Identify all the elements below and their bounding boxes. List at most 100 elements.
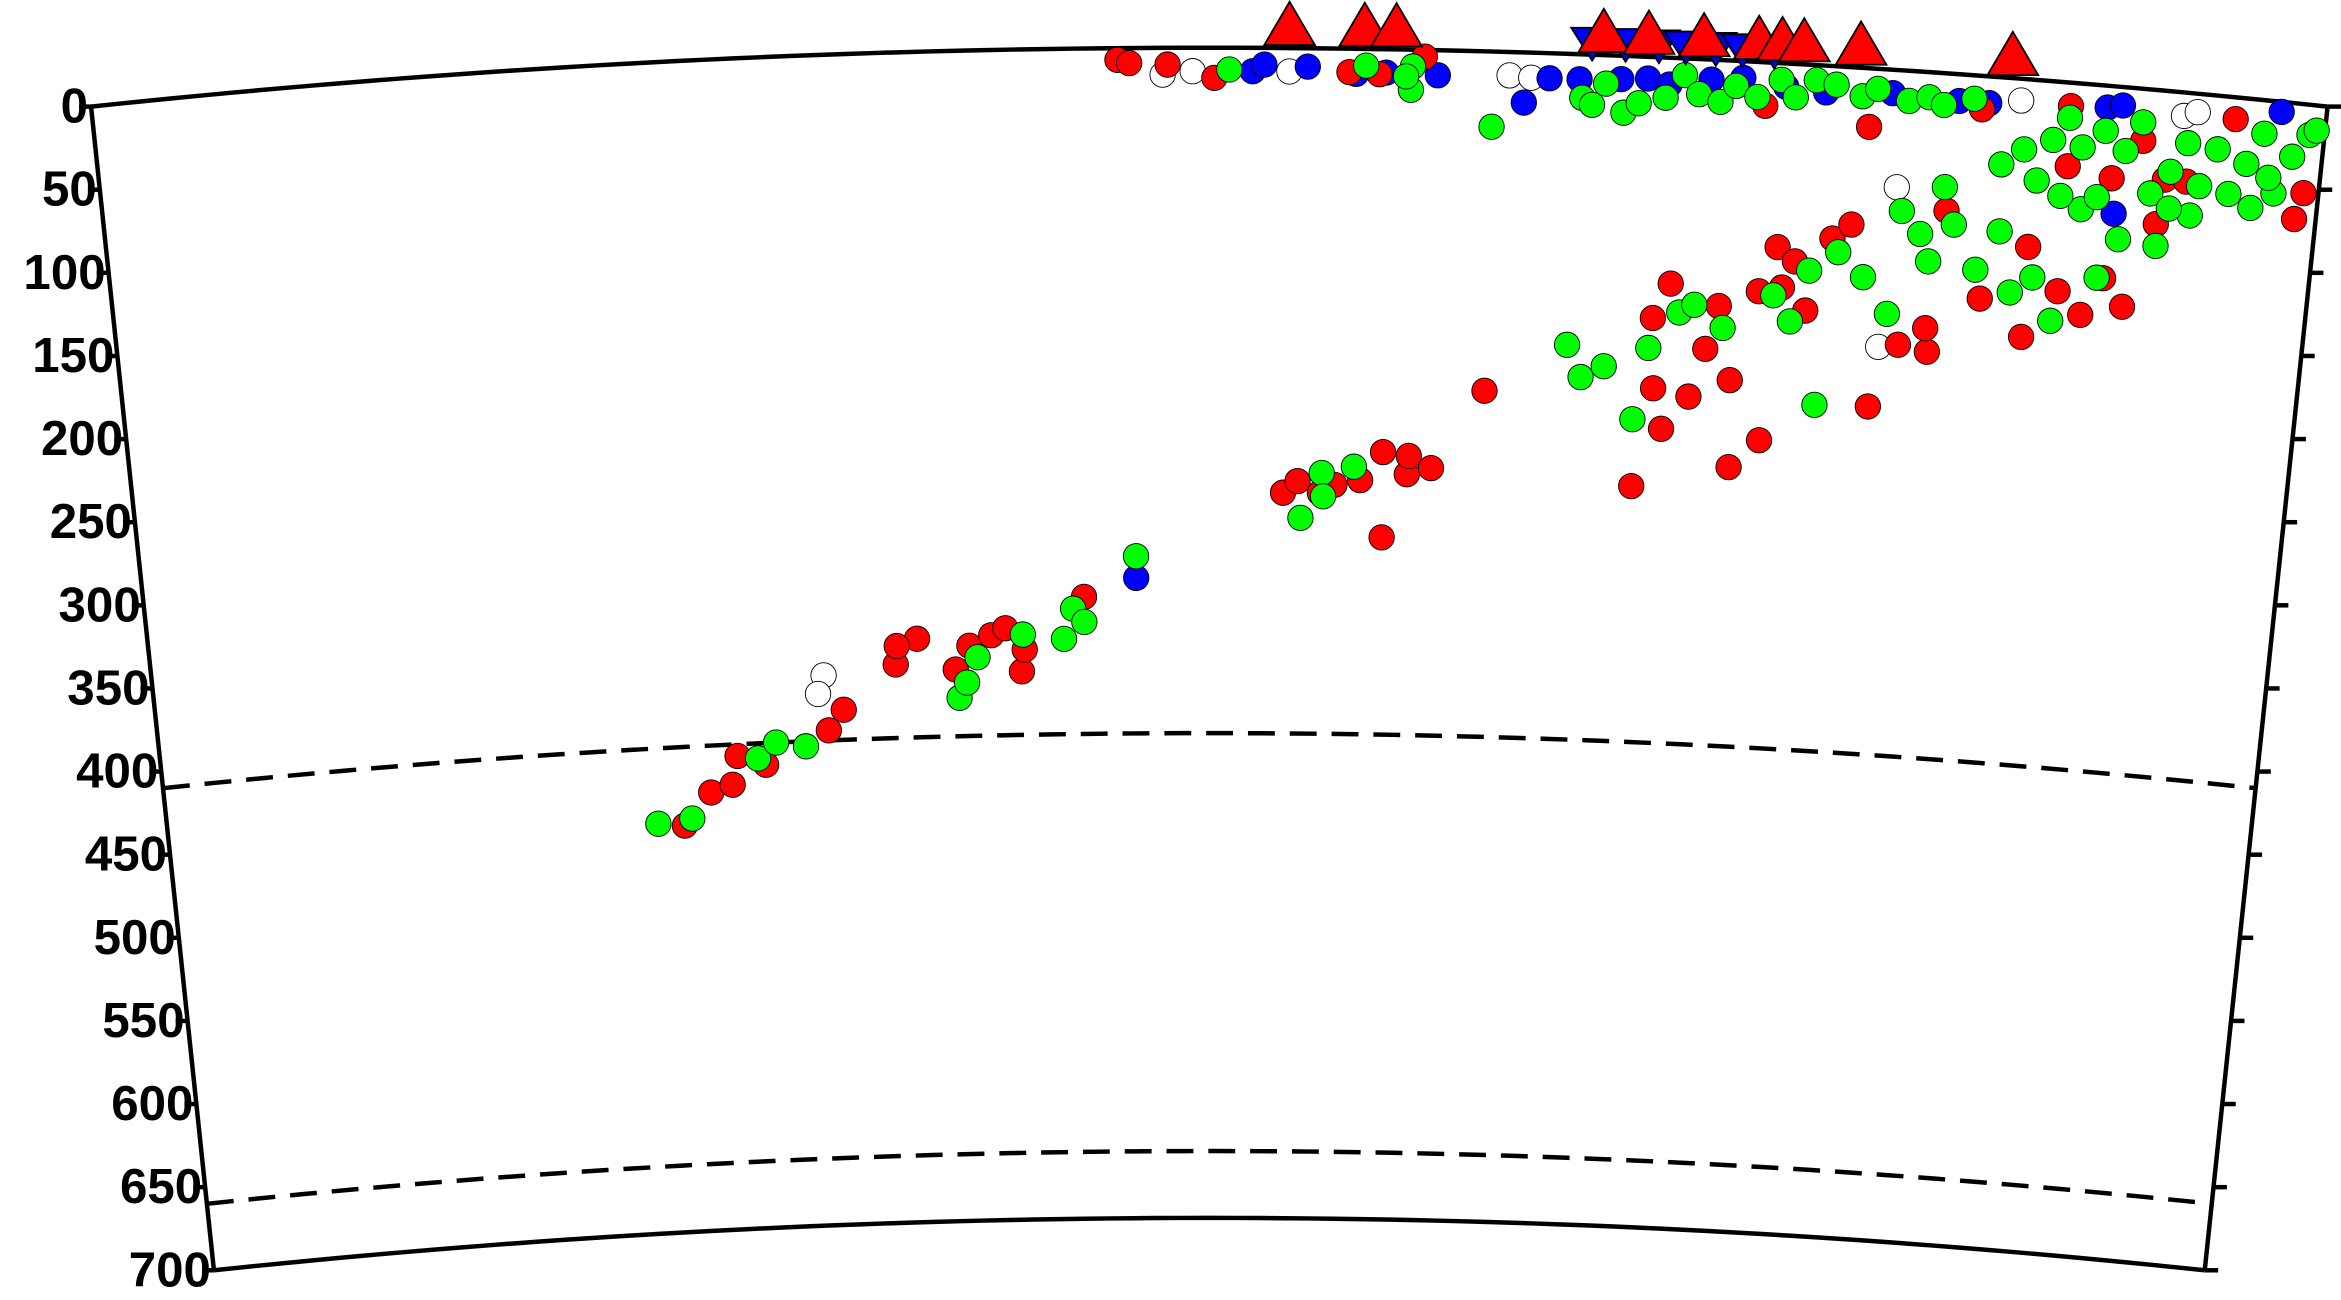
event <box>2092 117 2119 144</box>
event <box>1424 62 1451 89</box>
event <box>1913 338 1940 365</box>
y-tick-label: 700 <box>129 1242 211 1297</box>
y-tick-label: 50 <box>42 162 97 217</box>
event <box>2155 195 2182 222</box>
event <box>1996 279 2023 306</box>
volcano <box>1677 11 1732 58</box>
event <box>1639 375 1667 402</box>
event <box>2047 182 2074 209</box>
event <box>1284 467 1311 495</box>
event <box>1888 197 1915 225</box>
event <box>1369 438 1397 466</box>
event <box>2279 143 2306 170</box>
event <box>1353 52 1380 79</box>
event <box>1635 334 1662 362</box>
volcano <box>1262 0 1317 46</box>
event <box>2044 278 2071 305</box>
event <box>1478 113 1505 140</box>
event <box>1287 504 1314 532</box>
event <box>1988 151 2015 178</box>
event <box>804 680 832 708</box>
y-tick-label: 450 <box>85 827 167 882</box>
event <box>1368 524 1395 551</box>
event <box>2280 205 2308 233</box>
y-tick-label: 650 <box>120 1159 202 1214</box>
event <box>2237 194 2264 222</box>
event <box>1008 658 1036 685</box>
event <box>1884 331 1912 358</box>
event <box>1825 239 1852 266</box>
event <box>1855 113 1883 140</box>
event <box>2023 167 2050 194</box>
event <box>1294 53 1321 80</box>
volcano <box>1777 16 1832 63</box>
event <box>1915 248 1942 275</box>
volcano <box>1622 8 1676 55</box>
event <box>1931 173 1959 201</box>
event <box>2130 109 2157 136</box>
event <box>2056 104 2084 131</box>
event <box>1744 83 1771 111</box>
event <box>2100 200 2127 227</box>
event <box>1309 483 1337 510</box>
y-tick-label: 200 <box>41 411 123 466</box>
event <box>830 696 857 723</box>
event <box>1716 367 1743 394</box>
event <box>1395 442 1422 470</box>
event <box>2204 136 2231 163</box>
event <box>964 644 991 671</box>
event <box>1782 84 1809 111</box>
event <box>2233 150 2260 177</box>
event <box>1764 233 1791 261</box>
y-tick-label: 500 <box>94 910 176 965</box>
event <box>1592 70 1620 97</box>
event <box>1116 49 1143 77</box>
event <box>1652 84 1679 111</box>
event <box>2175 130 2202 157</box>
event <box>1392 63 1420 90</box>
event <box>1723 72 1750 100</box>
event <box>719 771 746 798</box>
event <box>2019 264 2046 291</box>
event <box>2290 180 2317 207</box>
event <box>1768 66 1795 94</box>
event <box>1657 270 1684 297</box>
event <box>1940 211 1967 238</box>
event <box>2108 293 2136 320</box>
event <box>2303 117 2330 144</box>
event <box>1760 282 1787 309</box>
event <box>1707 88 1734 116</box>
event <box>1050 625 1078 653</box>
event <box>1619 406 1646 433</box>
surface-arc <box>90 45 2328 109</box>
event <box>2104 226 2132 253</box>
y-tick-label: 550 <box>102 993 184 1048</box>
event <box>2040 126 2067 154</box>
event <box>1553 331 1581 358</box>
event <box>1692 335 1719 362</box>
event <box>1618 472 1645 500</box>
event <box>1865 75 1892 103</box>
event <box>2015 233 2042 261</box>
volcano <box>1369 1 1424 48</box>
event <box>883 632 910 660</box>
event <box>1801 391 1828 418</box>
event <box>1962 256 1989 283</box>
y-tick-label: 300 <box>59 577 141 632</box>
event <box>1340 453 1368 480</box>
event <box>1912 315 1939 342</box>
event <box>2186 173 2213 200</box>
volcano <box>1834 19 1888 66</box>
discontinuity-line <box>206 1148 2212 1207</box>
event <box>1849 264 1877 291</box>
event <box>2008 87 2035 114</box>
event <box>1745 427 1773 454</box>
event <box>1590 353 1617 380</box>
event <box>1308 459 1335 487</box>
y-tick-label: 250 <box>50 494 132 549</box>
event <box>2268 98 2295 126</box>
event <box>2222 105 2249 133</box>
event <box>1675 383 1702 410</box>
bottom-arc <box>213 1215 2205 1273</box>
